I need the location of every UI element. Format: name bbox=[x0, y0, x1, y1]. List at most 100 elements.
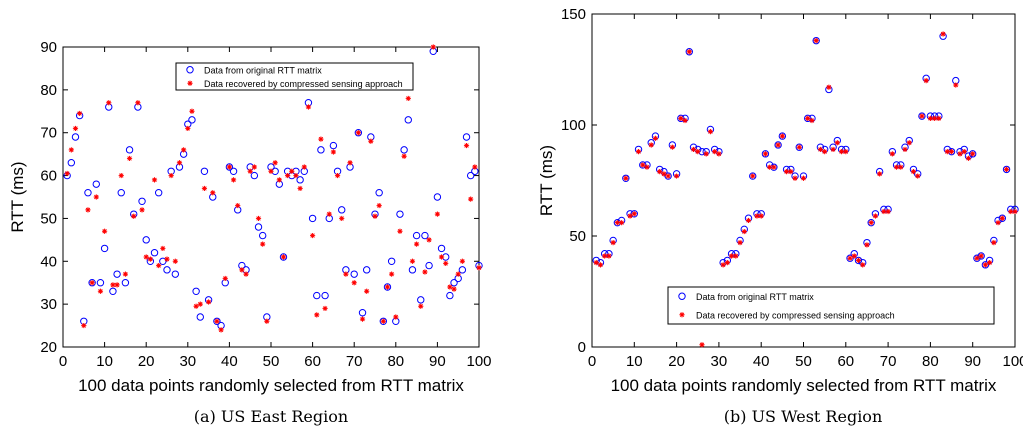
recovered-point bbox=[222, 275, 228, 282]
recovered-point bbox=[172, 258, 178, 264]
original-point bbox=[998, 214, 1007, 222]
original-point bbox=[338, 206, 346, 214]
recovered-point bbox=[893, 164, 900, 170]
original-point bbox=[92, 180, 100, 188]
original-point bbox=[113, 270, 121, 278]
original-point bbox=[396, 210, 404, 218]
recovered-point bbox=[699, 342, 705, 348]
recovered-point bbox=[106, 100, 112, 106]
x-axis-label: 100 data points randomly selected from R… bbox=[78, 376, 464, 395]
recovered-point bbox=[310, 232, 316, 239]
recovered-point bbox=[301, 164, 307, 170]
recovered-point bbox=[151, 177, 158, 183]
y-tick-label: 100 bbox=[561, 117, 586, 134]
recovered-point bbox=[147, 256, 153, 262]
recovered-point bbox=[289, 168, 295, 174]
recovered-point bbox=[451, 286, 457, 292]
recovered-point bbox=[953, 82, 959, 88]
recovered-point bbox=[426, 237, 432, 243]
original-point bbox=[622, 174, 630, 182]
recovered-point bbox=[602, 253, 608, 259]
recovered-point bbox=[995, 220, 1001, 226]
recovered-point bbox=[206, 299, 212, 305]
recovered-point bbox=[343, 271, 349, 277]
x-axis-label: 100 data points randomly selected from R… bbox=[611, 376, 997, 395]
recovered-point bbox=[139, 207, 145, 213]
recovered-point bbox=[737, 240, 743, 246]
y-tick-label: 90 bbox=[40, 39, 57, 56]
original-point bbox=[362, 266, 371, 274]
original-point bbox=[795, 143, 803, 151]
recovered-point bbox=[347, 160, 353, 166]
original-point bbox=[433, 193, 442, 201]
recovered-point bbox=[627, 213, 633, 219]
original-point bbox=[313, 291, 321, 300]
original-point bbox=[358, 309, 367, 317]
original-point bbox=[412, 231, 421, 240]
original-point bbox=[254, 223, 263, 231]
original-point bbox=[67, 159, 76, 167]
recovered-point bbox=[372, 213, 378, 219]
recovered-point bbox=[805, 115, 811, 121]
recovered-point bbox=[944, 149, 950, 155]
recovered-point bbox=[326, 211, 332, 217]
original-point bbox=[196, 313, 204, 321]
original-point bbox=[171, 270, 180, 278]
x-tick-label: 50 bbox=[263, 353, 280, 370]
recovered-point bbox=[230, 177, 237, 183]
recovered-point bbox=[889, 151, 895, 157]
x-tick-label: 0 bbox=[588, 353, 596, 370]
x-tick-label: 100 bbox=[1002, 353, 1023, 370]
recovered-point bbox=[143, 254, 149, 260]
recovered-point bbox=[168, 172, 174, 179]
recovered-point bbox=[463, 142, 470, 149]
recovered-point bbox=[1012, 208, 1018, 215]
recovered-point bbox=[754, 213, 760, 219]
x-tick-label: 70 bbox=[346, 353, 363, 370]
original-point bbox=[142, 236, 150, 244]
recovered-point bbox=[868, 220, 874, 226]
recovered-point bbox=[218, 327, 224, 333]
recovered-point bbox=[393, 314, 399, 320]
recovered-point bbox=[817, 146, 824, 153]
recovered-point bbox=[181, 147, 187, 153]
original-point bbox=[425, 261, 433, 270]
recovered-point bbox=[830, 146, 836, 153]
recovered-point bbox=[822, 149, 828, 155]
recovered-point bbox=[813, 38, 819, 44]
recovered-point bbox=[707, 129, 714, 135]
recovered-point bbox=[376, 202, 382, 209]
recovered-point bbox=[476, 265, 482, 271]
original-point bbox=[258, 231, 267, 240]
recovered-point bbox=[251, 164, 257, 170]
original-point bbox=[846, 254, 854, 262]
recovered-point bbox=[657, 169, 663, 175]
recovered-point bbox=[910, 169, 917, 175]
recovered-point bbox=[800, 175, 807, 181]
original-point bbox=[664, 172, 672, 180]
original-point bbox=[150, 249, 159, 257]
original-point bbox=[462, 133, 471, 141]
original-point bbox=[685, 48, 693, 56]
original-point bbox=[350, 270, 358, 278]
legend: Data from original RTT matrix Data recove… bbox=[667, 286, 995, 325]
recovered-point bbox=[674, 173, 680, 179]
recovered-point bbox=[593, 260, 599, 266]
x-tick-label: 80 bbox=[387, 353, 404, 370]
original-point bbox=[296, 176, 304, 184]
recovered-point bbox=[648, 142, 654, 148]
recovered-point bbox=[314, 312, 320, 318]
recovered-point bbox=[682, 117, 688, 124]
x-tick-label: 30 bbox=[179, 353, 196, 370]
recovered-point bbox=[189, 108, 195, 114]
recovered-point bbox=[68, 147, 74, 153]
recovered-point bbox=[285, 172, 291, 179]
original-point bbox=[317, 146, 325, 154]
x-tick-label: 10 bbox=[626, 353, 643, 370]
recovered-point bbox=[796, 144, 802, 150]
recovered-point bbox=[906, 140, 912, 146]
recovered-point bbox=[135, 100, 141, 106]
recovered-point bbox=[438, 254, 445, 260]
recovered-point bbox=[745, 217, 752, 224]
